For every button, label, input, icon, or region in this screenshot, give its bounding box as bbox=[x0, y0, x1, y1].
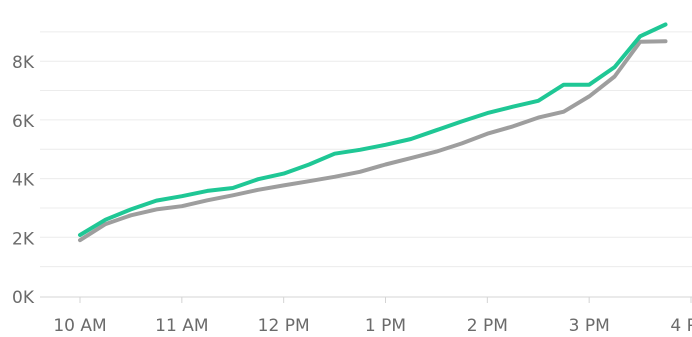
x-tick-label: 2 PM bbox=[467, 316, 508, 336]
x-axis bbox=[40, 296, 692, 303]
tick-labels: 10 AM 11 AM 12 PM 1 PM 2 PM 3 PM 4 PM 0K 2K 4K 6K 8… bbox=[12, 53, 692, 336]
y-tick-label: 2K bbox=[12, 229, 35, 249]
x-tick-label: 12 PM bbox=[258, 316, 310, 336]
y-tick-label: 8K bbox=[12, 53, 35, 73]
series-lines bbox=[78, 22, 668, 243]
x-tick-label: 4 PM bbox=[670, 316, 692, 336]
x-tick-label: 10 AM bbox=[53, 316, 106, 336]
x-tick-label: 1 PM bbox=[365, 316, 406, 336]
x-tick-label: 3 PM bbox=[569, 316, 610, 336]
series-line-0 bbox=[78, 22, 668, 237]
series-line-1 bbox=[78, 39, 668, 243]
y-tick-label: 0K bbox=[12, 288, 35, 308]
y-tick-label: 4K bbox=[12, 171, 35, 191]
y-tick-label: 6K bbox=[12, 112, 35, 132]
x-tick-label: 11 AM bbox=[155, 316, 208, 336]
